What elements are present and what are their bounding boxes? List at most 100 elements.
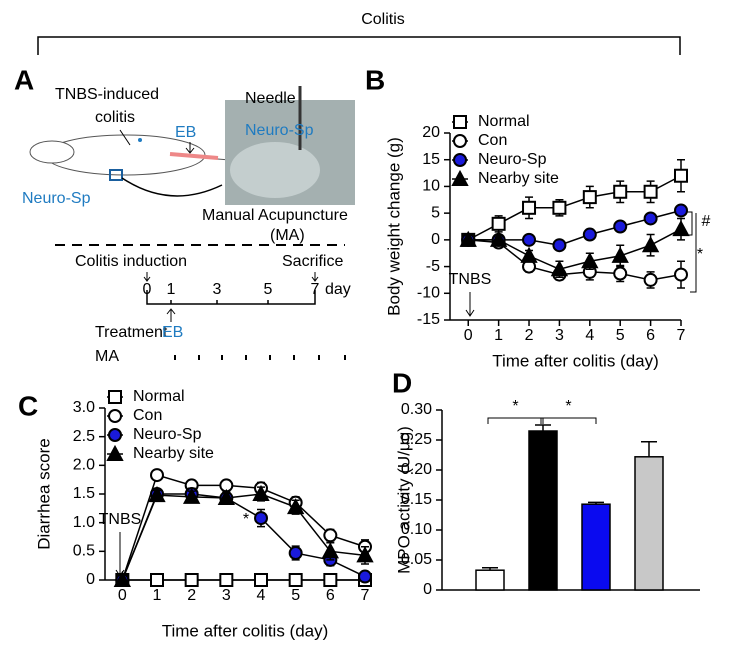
marker [184,573,199,587]
marker [581,252,599,269]
y-tick-label: 0.05 [401,551,432,568]
x-tick-label: 0 [464,327,473,344]
marker [358,569,372,584]
y-tick-label: 1.0 [73,514,95,531]
marker [672,220,690,237]
marker [217,488,236,506]
site-label: Neuro-Sp [22,190,91,207]
timeline-label: 3 [213,281,222,298]
x-tick-label: 3 [222,587,231,604]
y-axis-label: Diarrhea score [34,438,53,550]
bar [581,503,611,591]
x-tick-label: 4 [585,327,594,344]
treatment-label: Treatment [95,324,168,341]
treatment-eb: EB [162,324,183,341]
x-tick-label: 2 [525,327,534,344]
legend-marker [106,444,124,461]
marker [582,190,597,205]
significance-bracket [487,417,544,424]
y-tick-label: 0.30 [401,401,432,418]
colitis-label: TNBS-induced [55,86,159,103]
y-tick-label: 3.0 [73,399,95,416]
marker [643,211,658,226]
x-tick-label: 7 [677,327,686,344]
marker [323,528,338,543]
ma-row-label: MA [95,348,119,365]
panel-label: A [14,64,34,95]
ma-label: (MA) [270,227,305,244]
annotation: * [243,511,249,528]
marker [522,232,537,247]
legend-marker [451,169,469,186]
marker [148,486,166,503]
arrow [143,272,319,282]
y-tick-label: 0 [86,571,95,588]
legend-marker [108,390,122,404]
marker [611,246,629,263]
marker [252,484,270,501]
day-label: day [325,281,351,298]
y-tick-label: 0.25 [401,431,432,448]
annotation: * [697,246,703,263]
timeline-label: 1 [167,281,176,298]
marker [323,573,338,587]
y-tick-label: 5 [431,204,440,221]
marker [613,219,628,234]
marker [641,236,660,253]
legend-label: Nearby site [478,170,559,187]
y-tick-label: 0 [431,231,440,248]
y-axis-label: Body weight change (g) [384,137,403,316]
marker [113,570,132,587]
significance-bracket [540,417,597,424]
marker [288,546,303,561]
y-tick-label: 2.0 [73,457,95,474]
y-tick-label: 1.5 [73,485,95,502]
y-tick-label: 20 [422,124,440,141]
legend-label: Neuro-Sp [478,151,547,168]
marker [552,200,567,215]
marker [356,546,374,563]
x-axis-label: Time after colitis (day) [162,621,329,640]
marker [552,238,567,253]
arrow [166,308,176,322]
x-tick-label: 3 [555,327,564,344]
y-tick-label: 15 [422,151,440,168]
x-tick-label: 6 [326,587,335,604]
colitis-label: colitis [95,109,135,126]
x-tick-label: 1 [494,327,503,344]
marker [643,184,658,199]
legend-marker [453,153,467,167]
y-tick-label: 0.10 [401,521,432,538]
legend-label: Normal [478,113,530,130]
site-label: Neuro-Sp [245,122,314,139]
error-bar [641,441,657,457]
marker [674,168,688,183]
annotation: * [565,398,571,415]
legend-marker [108,428,122,442]
marker [674,203,688,218]
panel-label: B [365,64,385,95]
significance-bracket [686,211,697,293]
marker [150,468,164,483]
marker [550,260,569,277]
colon-mark [138,138,142,142]
annotation: TNBS [99,511,142,528]
y-tick-label: 10 [422,178,440,195]
x-tick-label: 5 [291,587,300,604]
timeline [146,290,316,305]
needle-label: Needle [245,90,296,107]
marker [219,573,234,587]
x-axis-label: Time after colitis (day) [492,351,659,370]
timeline-label: 0 [143,281,152,298]
x-tick-label: 0 [118,587,127,604]
marker [522,200,537,215]
marker [459,230,477,247]
y-tick-label: 0.5 [73,543,95,560]
marker [286,498,305,515]
y-axis-label: MPO activity (U/μg) [394,426,413,574]
header: Colitis [361,11,405,28]
induction-label: Colitis induction [75,253,187,270]
y-tick-label: -15 [417,311,440,328]
ma-arrows [174,355,346,360]
x-tick-label: 1 [153,587,162,604]
